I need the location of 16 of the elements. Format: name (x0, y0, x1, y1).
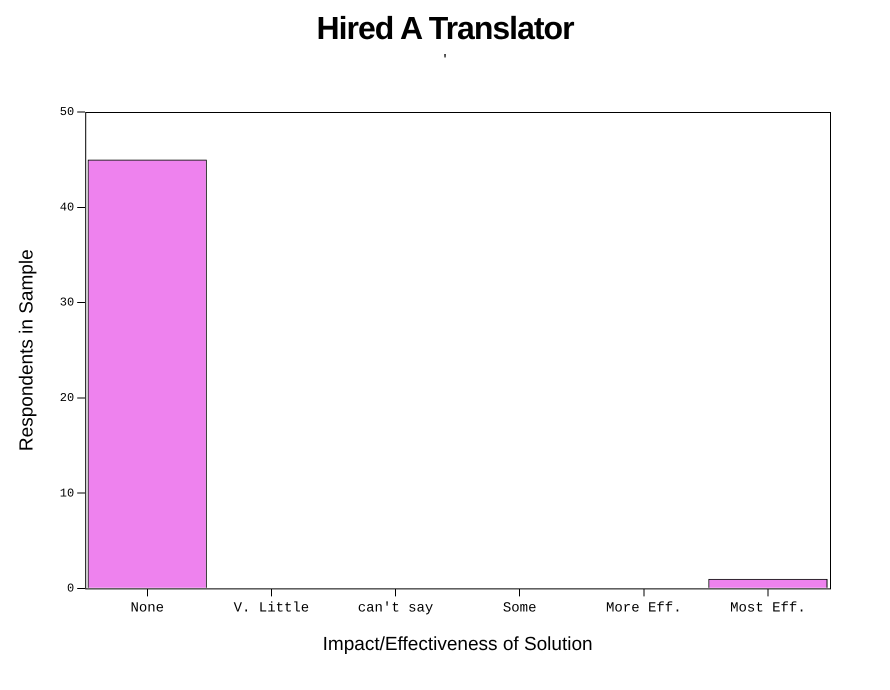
x-axis-title: Impact/Effectiveness of Solution (322, 634, 593, 655)
x-tick-label: Some (502, 600, 536, 617)
x-tick-label: More Eff. (606, 600, 682, 617)
y-tick-label: 30 (60, 296, 74, 310)
y-tick-label: 10 (60, 486, 74, 500)
y-axis-title: Respondents in Sample (16, 249, 38, 452)
chart-subtitle: ' (442, 52, 448, 70)
x-tick-label: None (130, 600, 164, 617)
x-tick-label: V. Little (234, 600, 310, 617)
y-tick-label: 20 (60, 391, 74, 406)
y-tick-label: 50 (60, 105, 74, 120)
y-tick-label: 40 (60, 200, 74, 214)
x-tick-label: can't say (358, 600, 434, 617)
x-tick-label: Most Eff. (730, 600, 806, 617)
y-tick-label: 0 (67, 582, 74, 596)
chart-title: Hired A Translator (315, 10, 576, 47)
